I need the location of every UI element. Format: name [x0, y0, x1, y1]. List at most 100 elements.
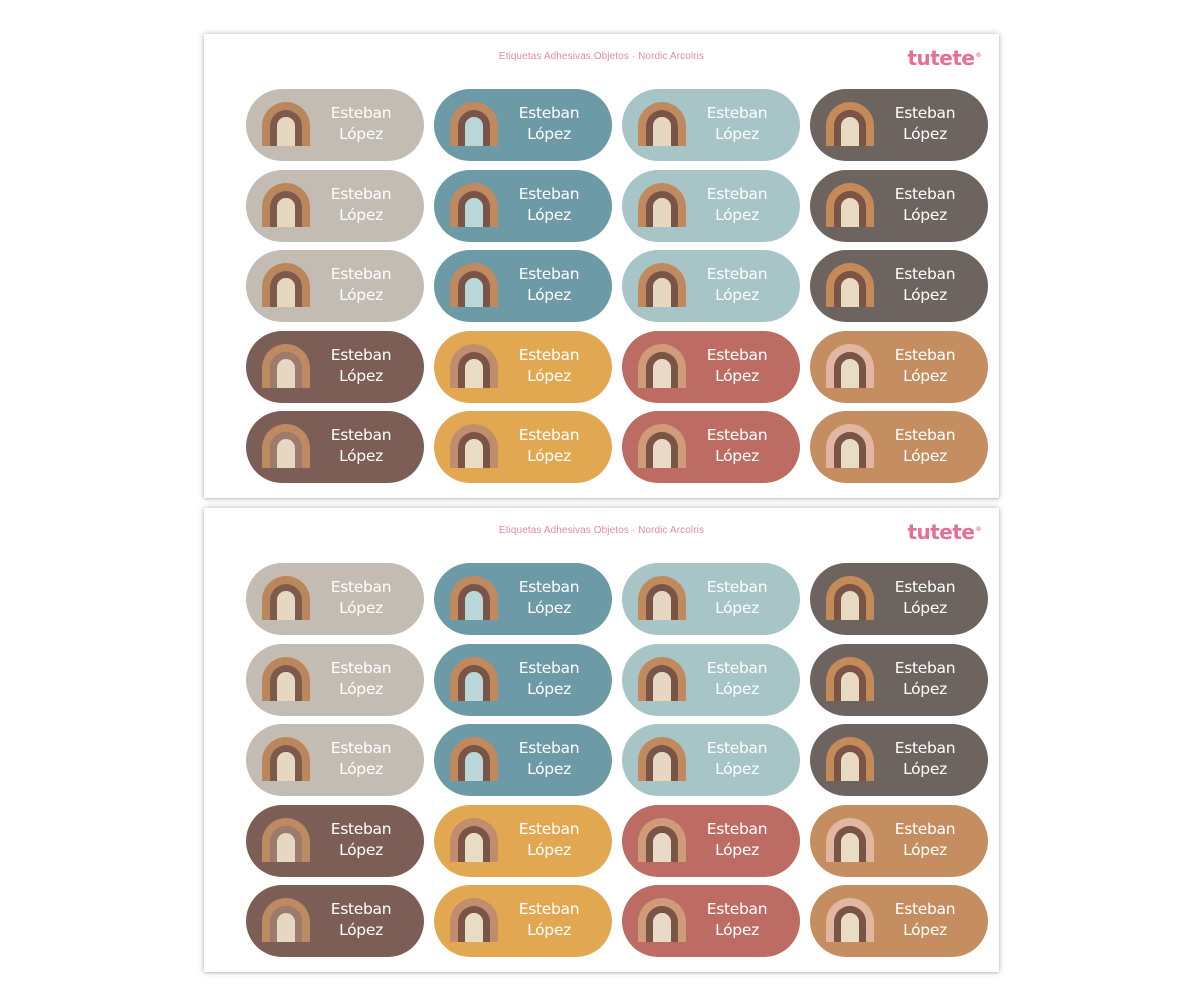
rainbow-icon: [638, 424, 686, 468]
label-last-name: López: [527, 599, 571, 617]
rainbow-icon: [262, 737, 310, 781]
label-last-name: López: [527, 921, 571, 939]
brand-logo: tutete®: [907, 46, 981, 70]
label-last-name: López: [339, 205, 383, 224]
name-label-sticker: Esteban López: [622, 643, 800, 716]
label-first-name: Esteban: [894, 578, 956, 596]
name-label-sticker: Esteban López: [810, 724, 988, 796]
label-last-name: López: [903, 760, 947, 778]
label-first-name: Esteban: [330, 345, 392, 364]
label-last-name: López: [527, 760, 571, 778]
name-label-sticker: Esteban López: [246, 330, 424, 403]
label-first-name: Esteban: [894, 658, 956, 677]
rainbow-icon: [826, 343, 874, 388]
name-label-sticker: Esteban López: [246, 724, 424, 796]
rainbow-icon: [826, 737, 874, 781]
label-last-name: López: [715, 921, 759, 939]
label-first-name: Esteban: [706, 900, 768, 918]
label-first-name: Esteban: [518, 184, 580, 203]
name-label-sticker: Esteban López: [622, 563, 800, 635]
rainbow-icon: [262, 817, 310, 862]
name-label-sticker: Esteban López: [622, 885, 800, 957]
label-first-name: Esteban: [894, 345, 956, 364]
label-last-name: López: [339, 366, 383, 385]
rainbow-icon: [638, 576, 686, 620]
label-first-name: Esteban: [706, 578, 768, 596]
label-last-name: López: [903, 921, 947, 939]
label-last-name: López: [527, 205, 571, 224]
rainbow-icon: [638, 817, 686, 862]
label-first-name: Esteban: [894, 819, 956, 838]
name-label-sticker: Esteban López: [810, 250, 988, 322]
label-last-name: López: [527, 125, 571, 143]
label-first-name: Esteban: [894, 184, 956, 203]
label-last-name: López: [715, 125, 759, 143]
label-first-name: Esteban: [518, 426, 580, 444]
rainbow-icon: [638, 102, 686, 146]
label-last-name: López: [903, 679, 947, 698]
label-last-name: López: [527, 679, 571, 698]
brand-logo: tutete®: [907, 520, 981, 544]
label-last-name: López: [903, 286, 947, 304]
label-first-name: Esteban: [518, 104, 580, 122]
label-last-name: López: [903, 125, 947, 143]
label-first-name: Esteban: [518, 739, 580, 757]
rainbow-icon: [262, 656, 310, 701]
rainbow-icon: [826, 182, 874, 227]
rainbow-icon: [262, 576, 310, 620]
rainbow-icon: [638, 898, 686, 942]
name-label-sticker: Esteban López: [246, 804, 424, 877]
label-grid: Esteban López Esteban López Esteban López Este…: [246, 563, 988, 957]
rainbow-icon: [450, 343, 498, 388]
label-first-name: Esteban: [518, 900, 580, 918]
name-label-sticker: Esteban López: [434, 563, 612, 635]
label-last-name: López: [339, 760, 383, 778]
label-last-name: López: [527, 840, 571, 859]
name-label-sticker: Esteban López: [810, 563, 988, 635]
label-first-name: Esteban: [894, 900, 956, 918]
rainbow-icon: [826, 656, 874, 701]
rainbow-icon: [450, 898, 498, 942]
name-label-sticker: Esteban López: [246, 643, 424, 716]
label-last-name: López: [339, 679, 383, 698]
label-last-name: López: [903, 447, 947, 465]
name-label-sticker: Esteban López: [434, 169, 612, 242]
brand-name: tutete: [907, 46, 975, 70]
rainbow-icon: [450, 182, 498, 227]
name-label-sticker: Esteban López: [622, 169, 800, 242]
label-sheet: Etiquetas Adhesivas Objetos · Nordic Arc…: [204, 34, 999, 498]
label-last-name: López: [903, 840, 947, 859]
label-first-name: Esteban: [330, 739, 392, 757]
label-first-name: Esteban: [518, 658, 580, 677]
label-first-name: Esteban: [894, 265, 956, 283]
label-first-name: Esteban: [706, 819, 768, 838]
label-last-name: López: [527, 447, 571, 465]
label-last-name: López: [715, 840, 759, 859]
name-label-sticker: Esteban López: [810, 411, 988, 483]
label-last-name: López: [527, 286, 571, 304]
rainbow-icon: [638, 182, 686, 227]
label-last-name: López: [715, 679, 759, 698]
label-grid: Esteban López Esteban López Esteban López Este…: [246, 89, 988, 483]
brand-registered-mark: ®: [975, 52, 982, 60]
label-first-name: Esteban: [518, 819, 580, 838]
sheet-title: Etiquetas Adhesivas Objetos · Nordic Arc…: [498, 525, 705, 536]
name-label-sticker: Esteban López: [622, 330, 800, 403]
rainbow-icon: [450, 424, 498, 468]
name-label-sticker: Esteban López: [810, 643, 988, 716]
name-label-sticker: Esteban López: [246, 885, 424, 957]
brand-name: tutete: [907, 520, 975, 544]
label-first-name: Esteban: [330, 265, 392, 283]
rainbow-icon: [450, 576, 498, 620]
rainbow-icon: [826, 263, 874, 307]
label-last-name: López: [339, 599, 383, 617]
label-last-name: López: [903, 366, 947, 385]
rainbow-icon: [262, 898, 310, 942]
rainbow-icon: [262, 343, 310, 388]
rainbow-icon: [826, 898, 874, 942]
label-last-name: López: [339, 840, 383, 859]
label-first-name: Esteban: [330, 184, 392, 203]
label-last-name: López: [715, 599, 759, 617]
label-first-name: Esteban: [706, 184, 768, 203]
name-label-sticker: Esteban López: [434, 643, 612, 716]
